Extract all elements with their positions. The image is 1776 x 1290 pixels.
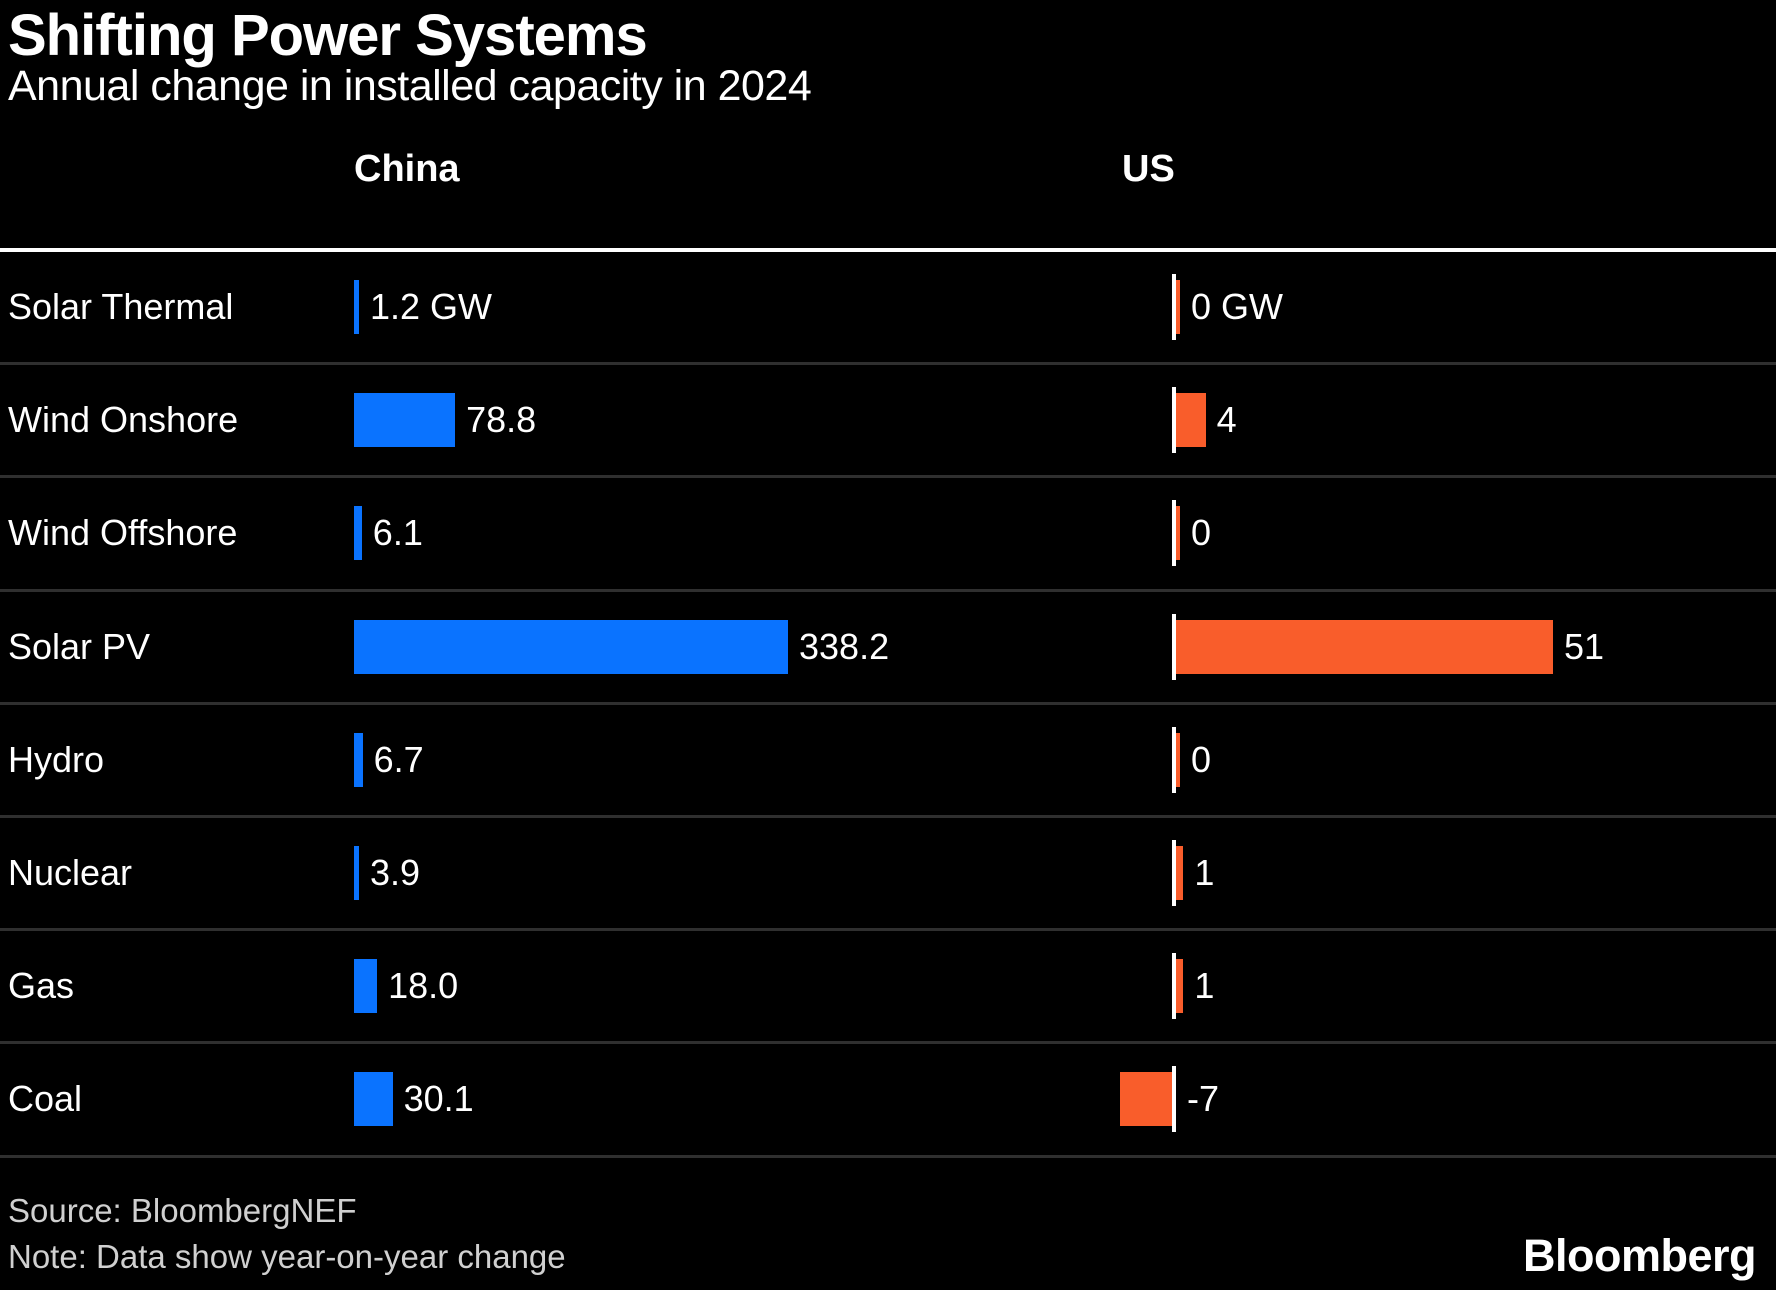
china-value-label: 18.0: [388, 965, 459, 1007]
chart-row: Nuclear 3.9 1: [0, 818, 1776, 932]
us-value-label: 1: [1194, 965, 1215, 1007]
china-bar: [354, 1072, 393, 1127]
chart-rows: Solar Thermal 1.2 GW 0 GW Wind Onshore 7…: [0, 252, 1776, 1158]
china-value-label: 6.1: [372, 512, 423, 554]
china-bar: [354, 280, 359, 335]
us-bar: [1176, 619, 1553, 674]
note-text: Note: Data show year-on-year change: [8, 1238, 566, 1275]
china-value-label: 30.1: [403, 1078, 474, 1120]
us-bar: [1176, 732, 1180, 787]
us-zero-axis-line: [1172, 726, 1176, 793]
us-bar: [1176, 846, 1184, 901]
china-value-label: 6.7: [373, 738, 424, 780]
us-zero-axis-line: [1172, 1066, 1176, 1133]
chart-subtitle: Annual change in installed capacity in 2…: [8, 62, 812, 110]
chart-row: Solar PV 338.2 51: [0, 592, 1776, 705]
china-bar: [354, 959, 378, 1014]
china-bar: [354, 846, 359, 901]
us-value-label: 4: [1216, 399, 1237, 441]
header-rule: [0, 248, 1776, 252]
category-label: Nuclear: [8, 852, 133, 894]
bloomberg-logo: Bloomberg: [1522, 1230, 1757, 1281]
us-value-label: -7: [1187, 1078, 1220, 1120]
china-bar: [354, 506, 362, 561]
column-header-us: US: [1122, 148, 1175, 190]
china-bar: [354, 619, 788, 674]
china-value-label: 1.2 GW: [370, 286, 493, 328]
china-value-label: 338.2: [799, 625, 890, 667]
us-bar: [1176, 959, 1184, 1014]
us-zero-axis-line: [1172, 840, 1176, 907]
chart-row: Coal 30.1 -7: [0, 1044, 1776, 1158]
china-bar: [354, 393, 456, 448]
category-label: Wind Onshore: [8, 399, 239, 441]
chart-row: Gas 18.0 1: [0, 931, 1776, 1045]
us-value-label: 51: [1564, 625, 1605, 667]
us-zero-axis-line: [1172, 387, 1176, 454]
us-value-label: 0: [1191, 738, 1212, 780]
us-value-label: 0: [1191, 512, 1212, 554]
us-bar: [1176, 280, 1180, 335]
china-value-label: 3.9: [370, 852, 421, 894]
source-text: Source: BloombergNEF: [8, 1192, 357, 1229]
category-label: Hydro: [8, 738, 105, 780]
china-bar: [354, 732, 363, 787]
us-zero-axis-line: [1172, 953, 1176, 1020]
chart-row: Wind Offshore 6.1 0: [0, 478, 1776, 592]
column-header-china: China: [354, 148, 460, 190]
us-zero-axis-line: [1172, 500, 1176, 567]
us-bar: [1176, 506, 1180, 561]
category-label: Solar Thermal: [8, 286, 234, 328]
category-label: Gas: [8, 965, 75, 1007]
us-bar: [1120, 1072, 1172, 1127]
us-value-label: 1: [1194, 852, 1215, 894]
chart-row: Hydro 6.7 0: [0, 705, 1776, 818]
category-label: Coal: [8, 1078, 83, 1120]
category-label: Wind Offshore: [8, 512, 238, 554]
us-zero-axis-line: [1172, 613, 1176, 680]
us-value-label: 0 GW: [1191, 286, 1284, 328]
chart-title: Shifting Power Systems: [8, 3, 648, 68]
us-bar: [1176, 393, 1206, 448]
chart-row: Solar Thermal 1.2 GW 0 GW: [0, 252, 1776, 366]
china-value-label: 78.8: [466, 399, 537, 441]
chart-row: Wind Onshore 78.8 4: [0, 365, 1776, 479]
category-label: Solar PV: [8, 625, 151, 667]
us-zero-axis-line: [1172, 274, 1176, 341]
